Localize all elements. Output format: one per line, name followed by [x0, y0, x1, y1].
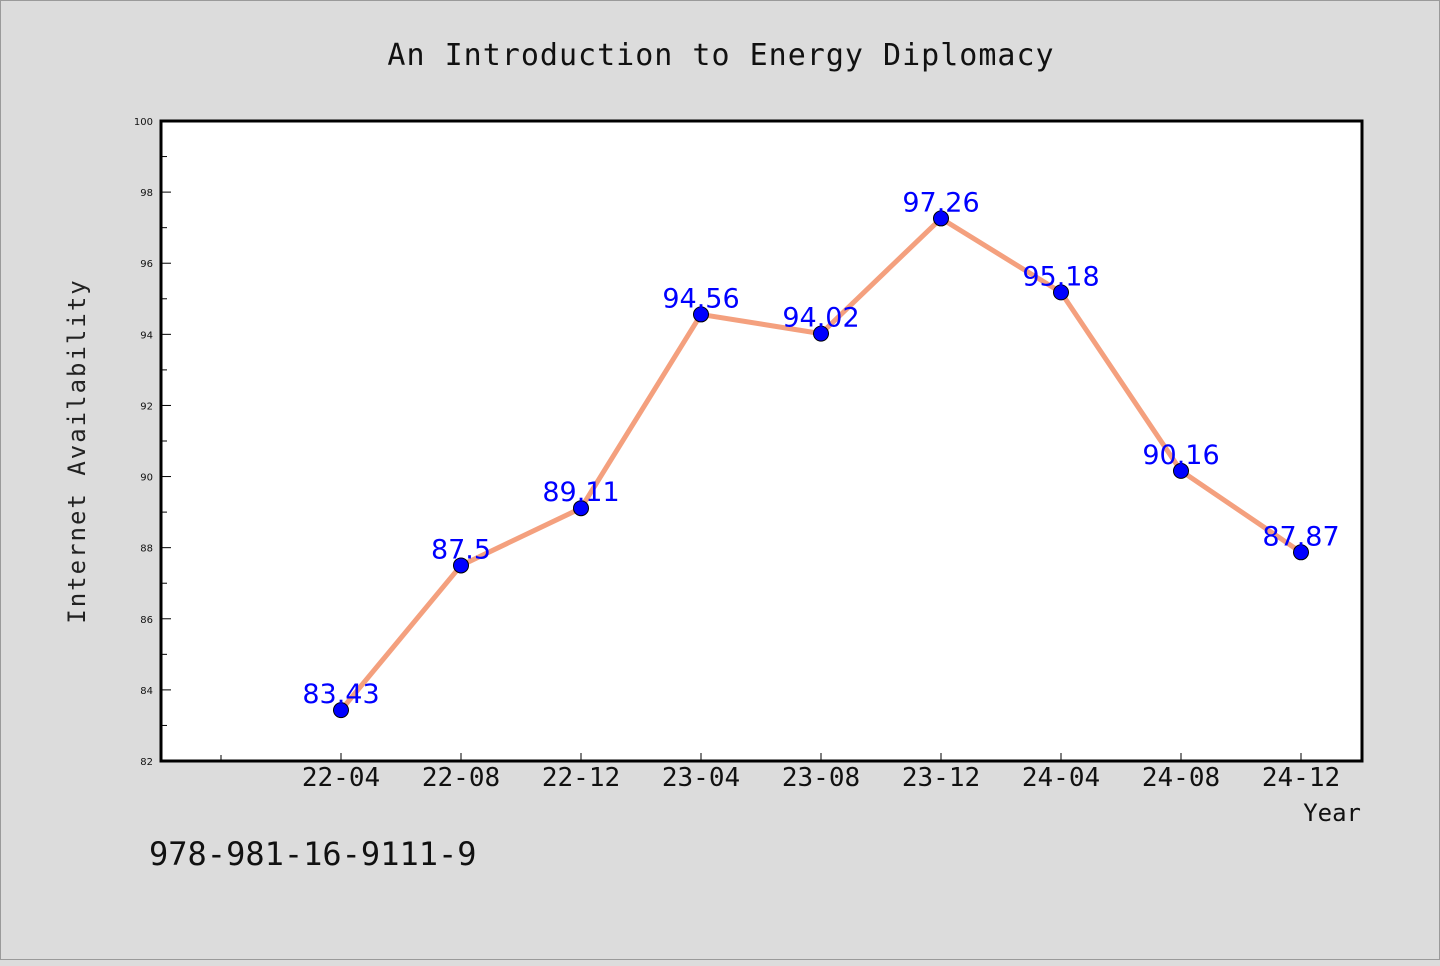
data-point — [1293, 544, 1309, 561]
y-tick-label: 94 — [140, 330, 153, 341]
isbn-footer: 978-981-16-9111-9 — [149, 835, 477, 873]
data-point — [693, 306, 709, 323]
x-axis: 22-04 22-08 22-12 23-04 23-08 23-12 24-04 24-08… — [220, 753, 1340, 793]
data-label: 87.5 — [431, 534, 491, 565]
data-label: 94.56 — [662, 283, 739, 314]
data-label: 87.87 — [1262, 521, 1339, 552]
y-tick-label: 98 — [140, 188, 153, 199]
x-tick-label: 23-12 — [902, 763, 980, 793]
y-tick-label: 88 — [140, 544, 153, 555]
data-point — [813, 325, 829, 342]
data-label: 90.16 — [1142, 440, 1219, 471]
y-tick-label: 96 — [140, 259, 153, 270]
chart-title: An Introduction to Energy Diplomacy — [387, 38, 1054, 73]
x-tick-label: 22-04 — [302, 763, 380, 793]
x-tick-label: 23-08 — [782, 763, 860, 793]
data-labels: 83.43 87.5 89.11 94.56 94.02 97.26 95.18 90.16 8… — [302, 187, 1339, 710]
data-point — [573, 500, 589, 517]
y-tick-label: 82 — [140, 757, 153, 768]
data-label: 83.43 — [302, 679, 379, 710]
y-tick-label: 84 — [140, 686, 153, 697]
data-point — [453, 557, 469, 574]
x-tick-label: 23-04 — [662, 763, 740, 793]
y-axis: 82 84 86 88 90 92 94 96 98 100 — [134, 117, 171, 768]
data-markers — [333, 210, 1309, 719]
data-label: 94.02 — [782, 303, 859, 334]
data-point — [1173, 462, 1189, 479]
data-label: 95.18 — [1022, 261, 1099, 292]
x-tick-label: 22-08 — [422, 763, 500, 793]
data-label: 97.26 — [902, 187, 979, 218]
x-axis-label: Year — [1303, 799, 1361, 827]
y-tick-label: 100 — [134, 117, 153, 128]
y-tick-label: 90 — [140, 473, 153, 484]
data-point — [333, 702, 349, 719]
y-axis-label: Internet Availability — [63, 278, 91, 623]
y-tick-label: 92 — [140, 401, 153, 412]
x-tick-label: 24-12 — [1262, 763, 1340, 793]
data-point — [1053, 284, 1069, 301]
x-tick-label: 24-08 — [1142, 763, 1220, 793]
x-tick-label: 22-12 — [542, 763, 620, 793]
y-tick-label: 86 — [140, 615, 153, 626]
data-point — [933, 210, 949, 227]
x-tick-label: 24-04 — [1022, 763, 1100, 793]
data-label: 89.11 — [542, 477, 619, 508]
